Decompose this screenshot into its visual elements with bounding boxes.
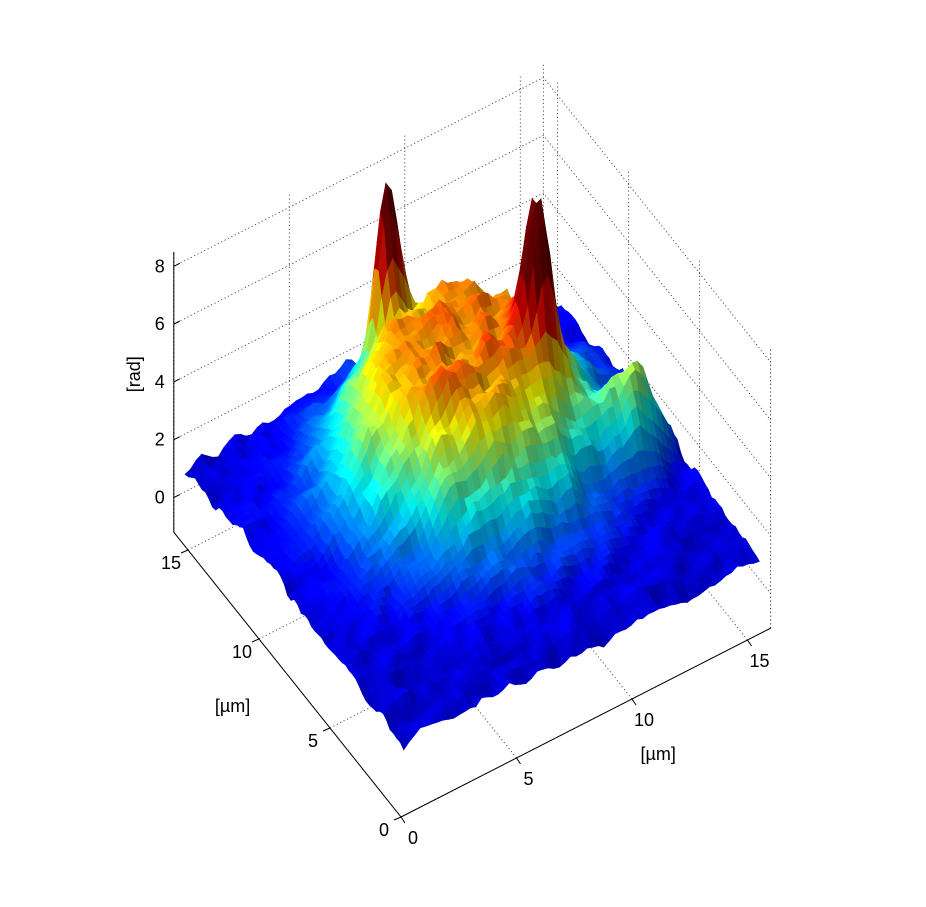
z-tick-label: 4 (155, 372, 165, 392)
y-tick-mark (180, 549, 189, 554)
z-tick-label: 0 (155, 488, 165, 508)
x-tick-label: 5 (523, 769, 533, 789)
y-tick-label: 0 (379, 820, 389, 840)
z-gridline (173, 76, 771, 363)
x-tick-mark (400, 816, 406, 824)
z-axis-ticks: 0 2 4 6 8 (155, 256, 181, 508)
z-tick-label: 6 (155, 314, 165, 334)
z-tick-label: 8 (155, 256, 165, 276)
x-tick-mark (631, 698, 637, 706)
x-tick-label: 0 (408, 828, 418, 848)
z-tick-mark (173, 320, 181, 325)
z-tick-mark (173, 378, 181, 383)
x-tick-label: 15 (749, 651, 769, 671)
y-tick-mark (251, 638, 260, 643)
z-gridline (173, 134, 771, 421)
y-tick-label: 5 (308, 731, 318, 751)
y-tick-mark (322, 727, 331, 732)
z-gridline (173, 192, 771, 479)
z-tick-mark (173, 262, 181, 267)
x-tick-label: 10 (634, 710, 654, 730)
z-tick-mark (173, 436, 181, 441)
z-axis-label: [rad] (124, 356, 144, 392)
y-tick-label: 10 (232, 642, 252, 662)
x-tick-mark (516, 757, 521, 765)
x-tick-mark (747, 639, 752, 647)
z-tick-mark (173, 494, 181, 498)
x-axis-label: [µm] (640, 744, 675, 764)
y-tick-mark (393, 816, 402, 821)
y-tick-label: 15 (161, 553, 181, 573)
phase-surface (184, 182, 760, 751)
z-tick-label: 2 (155, 430, 165, 450)
y-axis-label: [µm] (215, 696, 250, 716)
